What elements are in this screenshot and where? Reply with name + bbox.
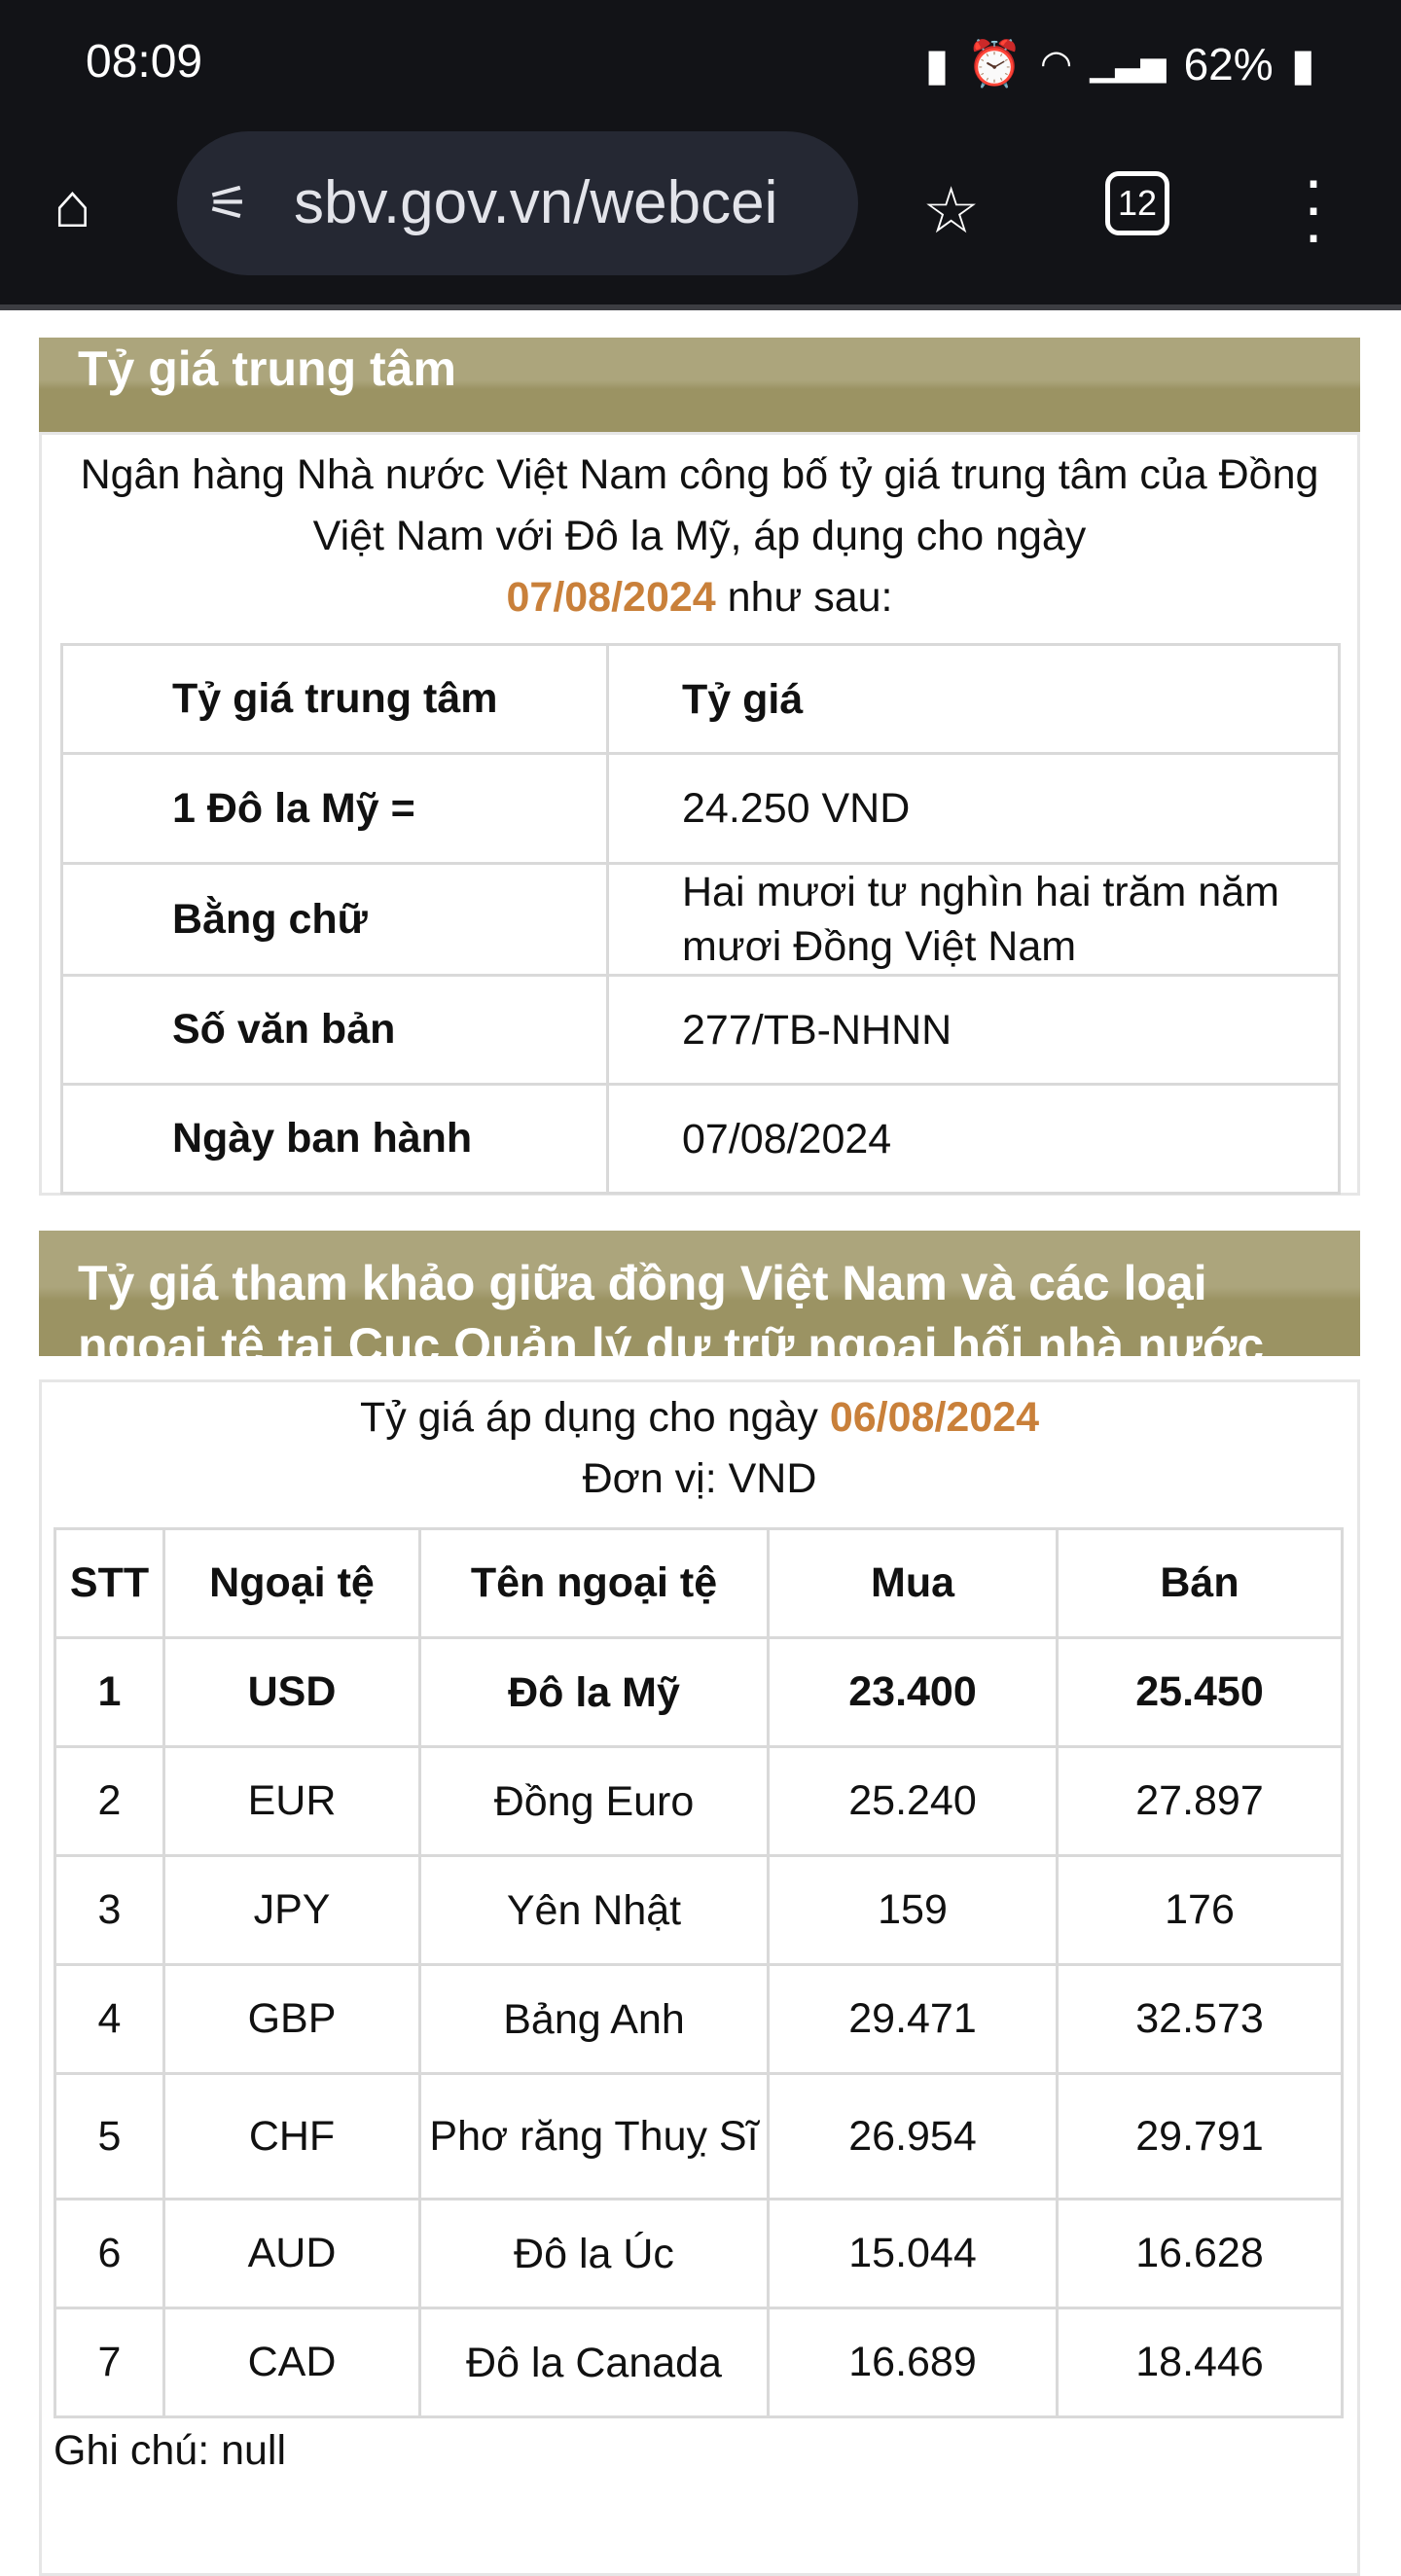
cell: 176: [1056, 1854, 1344, 1966]
url-text: sbv.gov.vn/webcei: [294, 169, 778, 236]
cell: JPY: [162, 1854, 421, 1966]
cell: 2: [54, 1745, 165, 1857]
cell: 1: [54, 1636, 165, 1748]
tabs-button[interactable]: 12: [1105, 171, 1169, 235]
table-row: 1 USD Đô la Mỹ 23.400 25.450: [54, 1636, 1344, 1748]
cell: 16.689: [767, 2307, 1059, 2418]
cell: Yên Nhật: [418, 1854, 770, 1966]
cell: Tỷ giá trung tâm: [60, 643, 609, 755]
table-row: 6 AUD Đô la Úc 15.044 16.628: [54, 2198, 1344, 2309]
intro-text: Ngân hàng Nhà nước Việt Nam công bố tỷ g…: [80, 451, 1319, 559]
cell: 277/TB-NHNN: [606, 974, 1341, 1086]
cell: Bảng Anh: [418, 1963, 770, 2075]
cell: 159: [767, 1854, 1059, 1966]
header-cell: Bán: [1056, 1527, 1344, 1639]
cell: Đô la Canada: [418, 2307, 770, 2418]
cell: Ngày ban hành: [60, 1083, 609, 1195]
cell: 32.573: [1056, 1963, 1344, 2075]
cell: 25.450: [1056, 1636, 1344, 1748]
cell: USD: [162, 1636, 421, 1748]
cell: 29.791: [1056, 2072, 1344, 2200]
cell: AUD: [162, 2198, 421, 2309]
header-cell: Mua: [767, 1527, 1059, 1639]
table-row: 5 CHF Phơ răng Thuỵ Sĩ 26.954 29.791: [54, 2072, 1344, 2200]
table-row: 1 Đô la Mỹ = 24.250 VND: [60, 752, 1341, 865]
header-cell: STT: [54, 1527, 165, 1639]
cell: Phơ răng Thuỵ Sĩ: [418, 2072, 770, 2200]
cell: 29.471: [767, 1963, 1059, 2075]
status-bar: 08:09 ▮ ⏰ ◠ ▁▃▅ 62% ▮: [0, 0, 1401, 117]
table-row: Số văn bản 277/TB-NHNN: [60, 974, 1341, 1086]
cell: Đồng Euro: [418, 1745, 770, 1857]
note: Ghi chú: null: [54, 2427, 287, 2474]
cell: Hai mươi tư nghìn hai trăm năm mươi Đồng…: [606, 862, 1341, 977]
table-row: 3 JPY Yên Nhật 159 176: [54, 1854, 1344, 1966]
star-icon[interactable]: ☆: [922, 174, 981, 246]
reference-rate-date: 06/08/2024: [829, 1394, 1040, 1441]
table-header-row: STT Ngoại tệ Tên ngoại tệ Mua Bán: [54, 1527, 1344, 1639]
cell: 25.240: [767, 1745, 1059, 1857]
battery-saver-icon: ▮: [924, 38, 950, 89]
table-row: 4 GBP Bảng Anh 29.471 32.573: [54, 1963, 1344, 2075]
cell: 26.954: [767, 2072, 1059, 2200]
table-row: 7 CAD Đô la Canada 16.689 18.446: [54, 2307, 1344, 2418]
cell: 3: [54, 1854, 165, 1966]
alarm-icon: ⏰: [966, 38, 1023, 89]
table-row: Tỷ giá trung tâm Tỷ giá: [60, 643, 1341, 755]
table-row: 2 EUR Đồng Euro 25.240 27.897: [54, 1745, 1344, 1857]
battery-icon: ▮: [1290, 38, 1315, 89]
section-header-central-rate: Tỷ giá trung tâm: [39, 338, 1360, 432]
clock: 08:09: [86, 36, 203, 88]
signal-icon: ▁▃▅: [1090, 45, 1167, 83]
date-label: Tỷ giá áp dụng cho ngày: [359, 1394, 818, 1441]
address-bar[interactable]: ⚟ sbv.gov.vn/webcei: [177, 131, 858, 275]
cell: CAD: [162, 2307, 421, 2418]
cell: Đô la Mỹ: [418, 1636, 770, 1748]
cell: 18.446: [1056, 2307, 1344, 2418]
central-rate-intro: Ngân hàng Nhà nước Việt Nam công bố tỷ g…: [42, 435, 1357, 628]
cell: 5: [54, 2072, 165, 2200]
cell: 4: [54, 1963, 165, 2075]
cell: 07/08/2024: [606, 1083, 1341, 1195]
cell: 24.250 VND: [606, 752, 1341, 865]
cell: 23.400: [767, 1636, 1059, 1748]
reference-date-line: Tỷ giá áp dụng cho ngày 06/08/2024: [42, 1382, 1357, 1449]
cell: Bằng chữ: [60, 862, 609, 977]
cell: Tỷ giá: [606, 643, 1341, 755]
site-settings-icon[interactable]: ⚟: [206, 176, 250, 231]
divider: [0, 304, 1401, 310]
wifi-icon: ◠: [1039, 44, 1073, 85]
more-icon[interactable]: · · ·: [1302, 141, 1325, 271]
cell: GBP: [162, 1963, 421, 2075]
cell: Số văn bản: [60, 974, 609, 1086]
unit-label: Đơn vị: VND: [582, 1455, 817, 1502]
cell: 6: [54, 2198, 165, 2309]
cell: 16.628: [1056, 2198, 1344, 2309]
cell: EUR: [162, 1745, 421, 1857]
header-cell: Tên ngoại tệ: [418, 1527, 770, 1639]
table-row: Bằng chữ Hai mươi tư nghìn hai trăm năm m…: [60, 862, 1341, 977]
central-rate-table: Tỷ giá trung tâm Tỷ giá 1 Đô la Mỹ = 24.25…: [60, 643, 1341, 1195]
table-row: Ngày ban hành 07/08/2024: [60, 1083, 1341, 1195]
home-icon[interactable]: ⌂: [54, 170, 91, 240]
cell: 27.897: [1056, 1745, 1344, 1857]
section-header-reference-rate: Tỷ giá tham khảo giữa đồng Việt Nam và c…: [39, 1231, 1360, 1356]
reference-rate-table: STT Ngoại tệ Tên ngoại tệ Mua Bán 1 USD Đô…: [54, 1527, 1344, 2418]
cell: 1 Đô la Mỹ =: [60, 752, 609, 865]
central-rate-date: 07/08/2024: [506, 574, 716, 621]
cell: 7: [54, 2307, 165, 2418]
cell: CHF: [162, 2072, 421, 2200]
cell: 15.044: [767, 2198, 1059, 2309]
intro-suffix: như sau:: [727, 574, 893, 621]
cell: Đô la Úc: [418, 2198, 770, 2309]
header-cell: Ngoại tệ: [162, 1527, 421, 1639]
battery-percent: 62%: [1183, 38, 1274, 89]
